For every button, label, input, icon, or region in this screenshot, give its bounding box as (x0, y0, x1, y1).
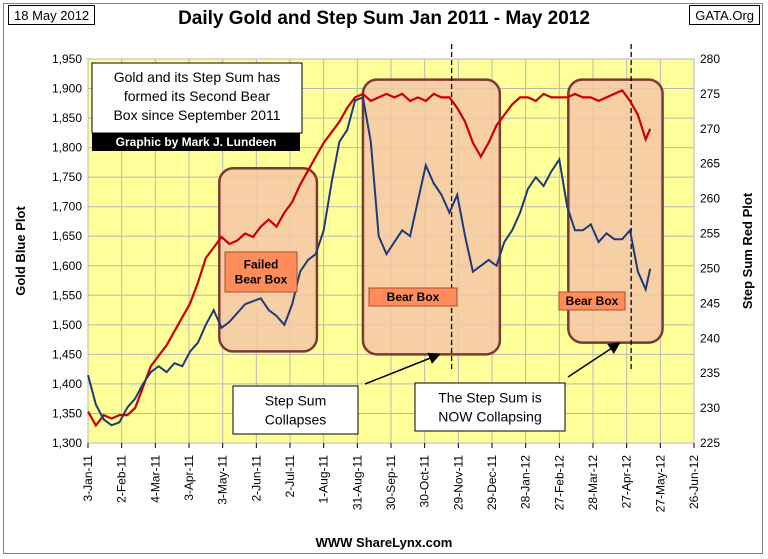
x-tick-label: 27-May-12 (653, 455, 667, 513)
y-tick-label-left: 1,300 (52, 436, 82, 450)
y-tick-label-left: 1,500 (52, 318, 82, 332)
failed-bear-box-label-box (224, 251, 298, 293)
footer-website: WWW ShareLynx.com (315, 535, 453, 550)
x-tick-label: 2-Jun-11 (249, 455, 263, 502)
x-tick-label: 28-Mar-12 (586, 455, 600, 511)
y-tick-label-left: 1,900 (52, 82, 82, 96)
chart-title: Daily Gold and Step Sum Jan 2011 - May 2… (178, 8, 590, 29)
step-sum-red-line (87, 89, 652, 428)
step-sum-collapses-callout-text: Step Sum (265, 393, 326, 409)
y-tick-label-right: 225 (700, 436, 720, 450)
y-tick-label-right: 230 (700, 401, 720, 415)
y-tick-label-right: 265 (700, 157, 720, 171)
x-tick-label: 27-Feb-12 (552, 455, 566, 511)
bear-boxes (218, 78, 664, 356)
step-sum-collapses-callout-box (232, 385, 359, 435)
step-sum-now-collapsing-callout-text: The Step Sum is (438, 390, 542, 406)
y-tick-label-left: 1,350 (52, 406, 82, 420)
step-sum-collapses-callout-text: Collapses (265, 412, 326, 428)
step-sum-now-collapsing-callout-text: NOW Collapsing (438, 409, 541, 425)
date-label: 18 May 2012 (8, 5, 96, 25)
y-tick-label-right: 245 (700, 296, 720, 310)
failed-bear-box-label-text: Bear Box (235, 273, 288, 287)
x-tick-label: 30-Sep-11 (384, 455, 398, 510)
y-tick-label-left: 1,750 (52, 170, 82, 184)
bear-box-2-label-box (368, 287, 458, 307)
x-tick-label: 1-Aug-11 (317, 455, 331, 504)
credit-box (92, 133, 300, 151)
bear-box-3-label-text: Bear Box (566, 294, 619, 308)
x-tick-label: 29-Dec-11 (485, 455, 499, 510)
x-tick-label: 30-Oct-11 (418, 455, 432, 508)
x-tick-label: 29-Nov-11 (451, 455, 465, 510)
y-tick-label-right: 280 (700, 52, 720, 66)
y-tick-label-right: 235 (700, 366, 720, 380)
main-note-line: Box since September 2011 (113, 107, 280, 123)
y-tick-label-left: 1,850 (52, 111, 82, 125)
y-tick-label-left: 1,950 (52, 52, 82, 66)
bear-box-2-label-text: Bear Box (387, 290, 440, 304)
x-tick-label: 4-Mar-11 (148, 455, 162, 503)
y-tick-label-left: 1,800 (52, 141, 82, 155)
bear-box-3-label-box (558, 291, 626, 311)
y-axis-label-left: Gold Blue Plot (13, 206, 28, 296)
y-axis-right-ticks: 225 230 235 240 245 250 255 260 265 270 275 280 (700, 52, 720, 450)
x-tick-label: 3-Jan-11 (81, 455, 95, 502)
credit-label: Graphic by Mark J. Lundeen (116, 135, 277, 149)
y-tick-label-left: 1,700 (52, 200, 82, 214)
step-sum-now-collapsing-callout-box (414, 382, 566, 432)
y-tick-label-left: 1,400 (52, 377, 82, 391)
gold-blue-line (87, 96, 652, 427)
x-tick-label: 31-Aug-11 (350, 455, 364, 510)
y-axis-left-ticks: 1,300 1,350 1,400 1,450 1,500 1,550 1,600 1,650… (52, 52, 82, 450)
main-note-line: Gold and its Step Sum has (114, 69, 281, 85)
x-tick-label: 3-Apr-11 (182, 455, 196, 501)
y-tick-label-left: 1,450 (52, 347, 82, 361)
arrow-to-box2 (364, 352, 441, 385)
y-tick-label-right: 255 (700, 227, 720, 241)
source-label: GATA.Org (689, 5, 760, 25)
arrow-to-box3 (567, 342, 621, 378)
y-tick-label-right: 240 (700, 331, 720, 345)
y-tick-label-right: 260 (700, 192, 720, 206)
bear-box-2 (361, 78, 502, 356)
x-tick-label: 2-Feb-11 (115, 455, 129, 503)
x-axis-ticks: 3-Jan-11 2-Feb-11 4-Mar-11 3-Apr-11 3-May-11… (81, 443, 701, 512)
y-tick-label-right: 270 (700, 122, 720, 136)
y-tick-label-right: 275 (700, 87, 720, 101)
failed-bear-box-label-text: Failed (244, 258, 279, 272)
main-note-line: formed its Second Bear (124, 88, 271, 104)
x-tick-label: 3-May-11 (216, 455, 230, 505)
y-tick-label-left: 1,650 (52, 229, 82, 243)
x-tick-label: 27-Apr-12 (620, 455, 634, 509)
y-axis-label-right: Step Sum Red Plot (740, 192, 755, 309)
y-tick-label-right: 250 (700, 261, 720, 275)
x-tick-label: 2-Jul-11 (283, 455, 297, 498)
y-tick-label-left: 1,550 (52, 288, 82, 302)
annotations: Gold and its Step Sum has formed its Seco… (91, 62, 626, 435)
main-note-box (91, 62, 303, 134)
x-tick-label: 28-Jan-12 (519, 455, 533, 509)
series-lines (87, 89, 652, 428)
y-tick-label-left: 1,600 (52, 259, 82, 273)
x-tick-label: 26-Jun-12 (687, 455, 701, 509)
